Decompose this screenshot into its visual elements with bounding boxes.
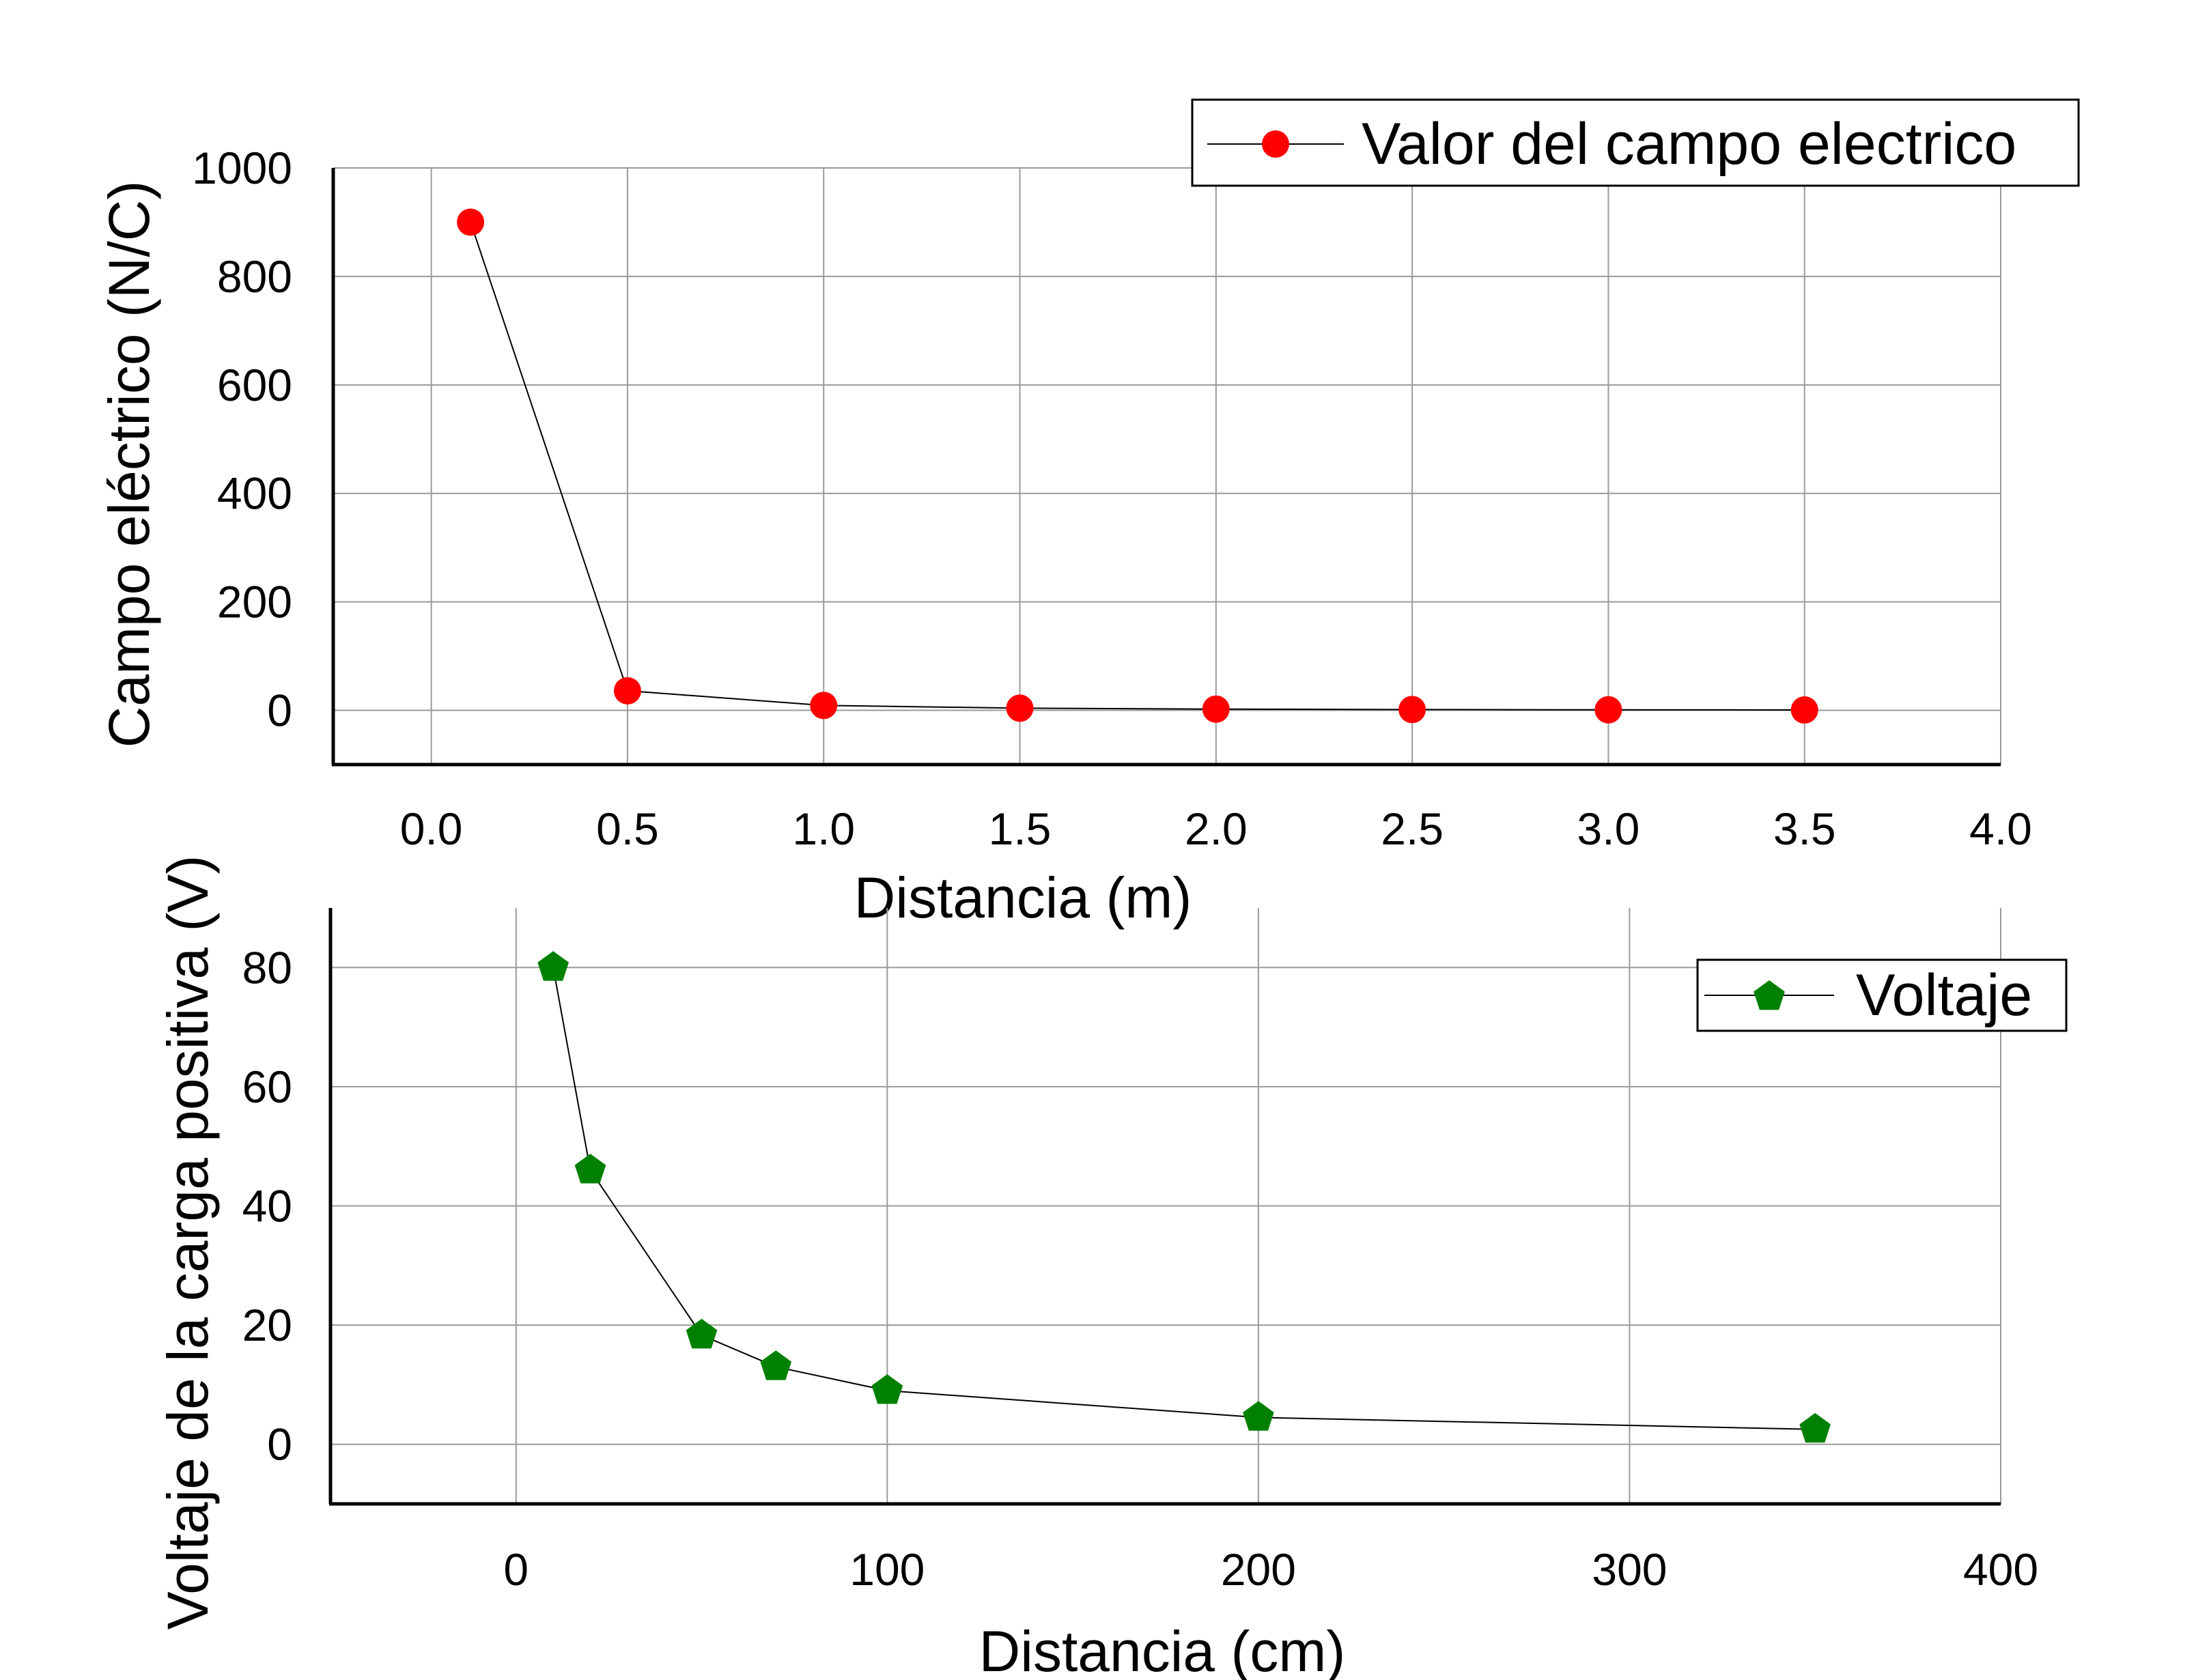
x-tick-labels: 0 100 200 300 400 xyxy=(503,1544,2038,1595)
x-tick-label: 1.0 xyxy=(792,803,855,854)
grid xyxy=(333,167,2001,765)
series-line-path xyxy=(470,222,1805,711)
y-axis-label: Voltaje de la carga positiva (V) xyxy=(156,855,220,1630)
y-axis-label: Campo eléctrico (N/C) xyxy=(97,181,161,748)
data-point xyxy=(1790,696,1818,724)
x-axis-label: Distancia (m) xyxy=(854,866,1192,930)
data-point xyxy=(1398,696,1426,724)
data-point xyxy=(457,208,485,236)
series-points xyxy=(457,208,1818,724)
x-tick-label: 400 xyxy=(1963,1544,2038,1595)
x-tick-label: 0 xyxy=(503,1544,529,1595)
y-tick-labels: 0 20 40 60 80 xyxy=(242,942,292,1469)
legend-marker xyxy=(1262,130,1289,158)
y-tick-label: 20 xyxy=(242,1300,292,1350)
data-point xyxy=(760,1350,792,1380)
x-tick-label: 1.5 xyxy=(989,803,1052,854)
axes xyxy=(328,908,2001,1506)
series-line-path xyxy=(552,967,1816,1430)
y-tick-label: 600 xyxy=(217,360,292,410)
data-point xyxy=(1799,1412,1831,1443)
data-point xyxy=(613,677,641,704)
series-points xyxy=(537,951,1831,1443)
x-tick-label: 0.5 xyxy=(596,803,659,854)
x-tick-label: 3.0 xyxy=(1577,803,1640,854)
data-point xyxy=(1202,695,1230,723)
legend: Valor del campo electrico xyxy=(1191,98,2080,187)
data-point xyxy=(871,1374,903,1404)
x-tick-label: 4.0 xyxy=(1969,803,2032,854)
y-tick-label: 0 xyxy=(267,685,292,736)
legend-box xyxy=(1191,98,2080,187)
x-tick-label: 3.5 xyxy=(1773,803,1836,854)
data-point xyxy=(537,951,569,981)
y-tick-label: 40 xyxy=(242,1181,292,1231)
legend: Voltaje xyxy=(1696,958,2068,1032)
data-point xyxy=(1594,696,1622,724)
data-point xyxy=(574,1154,606,1184)
x-tick-label: 2.5 xyxy=(1381,803,1444,854)
x-tick-label: 300 xyxy=(1592,1544,1667,1595)
voltage-chart: 0 100 200 300 400 0 20 40 60 80 Distancia (cm) V… xyxy=(156,855,2068,1680)
electric-field-chart: 0.0 0.5 1.0 1.5 2.0 2.5 3.0 3.5 4.0 0 200 400 600 80… xyxy=(97,98,2080,930)
data-point xyxy=(1006,694,1034,722)
x-tick-labels: 0.0 0.5 1.0 1.5 2.0 2.5 3.0 3.5 4.0 xyxy=(400,803,2032,854)
legend-label: Voltaje xyxy=(1856,963,2032,1028)
x-tick-label: 0.0 xyxy=(400,803,463,854)
data-point xyxy=(686,1318,718,1349)
y-tick-label: 200 xyxy=(217,577,292,627)
x-tick-label: 200 xyxy=(1221,1544,1296,1595)
series-line xyxy=(470,222,1805,711)
y-tick-label: 400 xyxy=(217,468,292,519)
series-line xyxy=(552,967,1816,1430)
x-tick-label: 100 xyxy=(849,1544,925,1595)
axes xyxy=(331,168,2001,767)
data-point xyxy=(1243,1401,1274,1431)
x-axis-label: Distancia (cm) xyxy=(979,1619,1346,1680)
y-tick-labels: 0 200 400 600 800 1000 xyxy=(192,143,292,736)
data-point xyxy=(810,692,838,720)
y-tick-label: 80 xyxy=(242,942,292,993)
legend-label: Valor del campo electrico xyxy=(1362,111,2016,177)
x-tick-label: 2.0 xyxy=(1185,803,1248,854)
y-tick-label: 1000 xyxy=(192,143,292,193)
y-tick-label: 60 xyxy=(242,1062,292,1112)
y-tick-label: 800 xyxy=(217,251,292,302)
y-tick-label: 0 xyxy=(267,1419,292,1470)
legend-marker xyxy=(1754,980,1785,1010)
